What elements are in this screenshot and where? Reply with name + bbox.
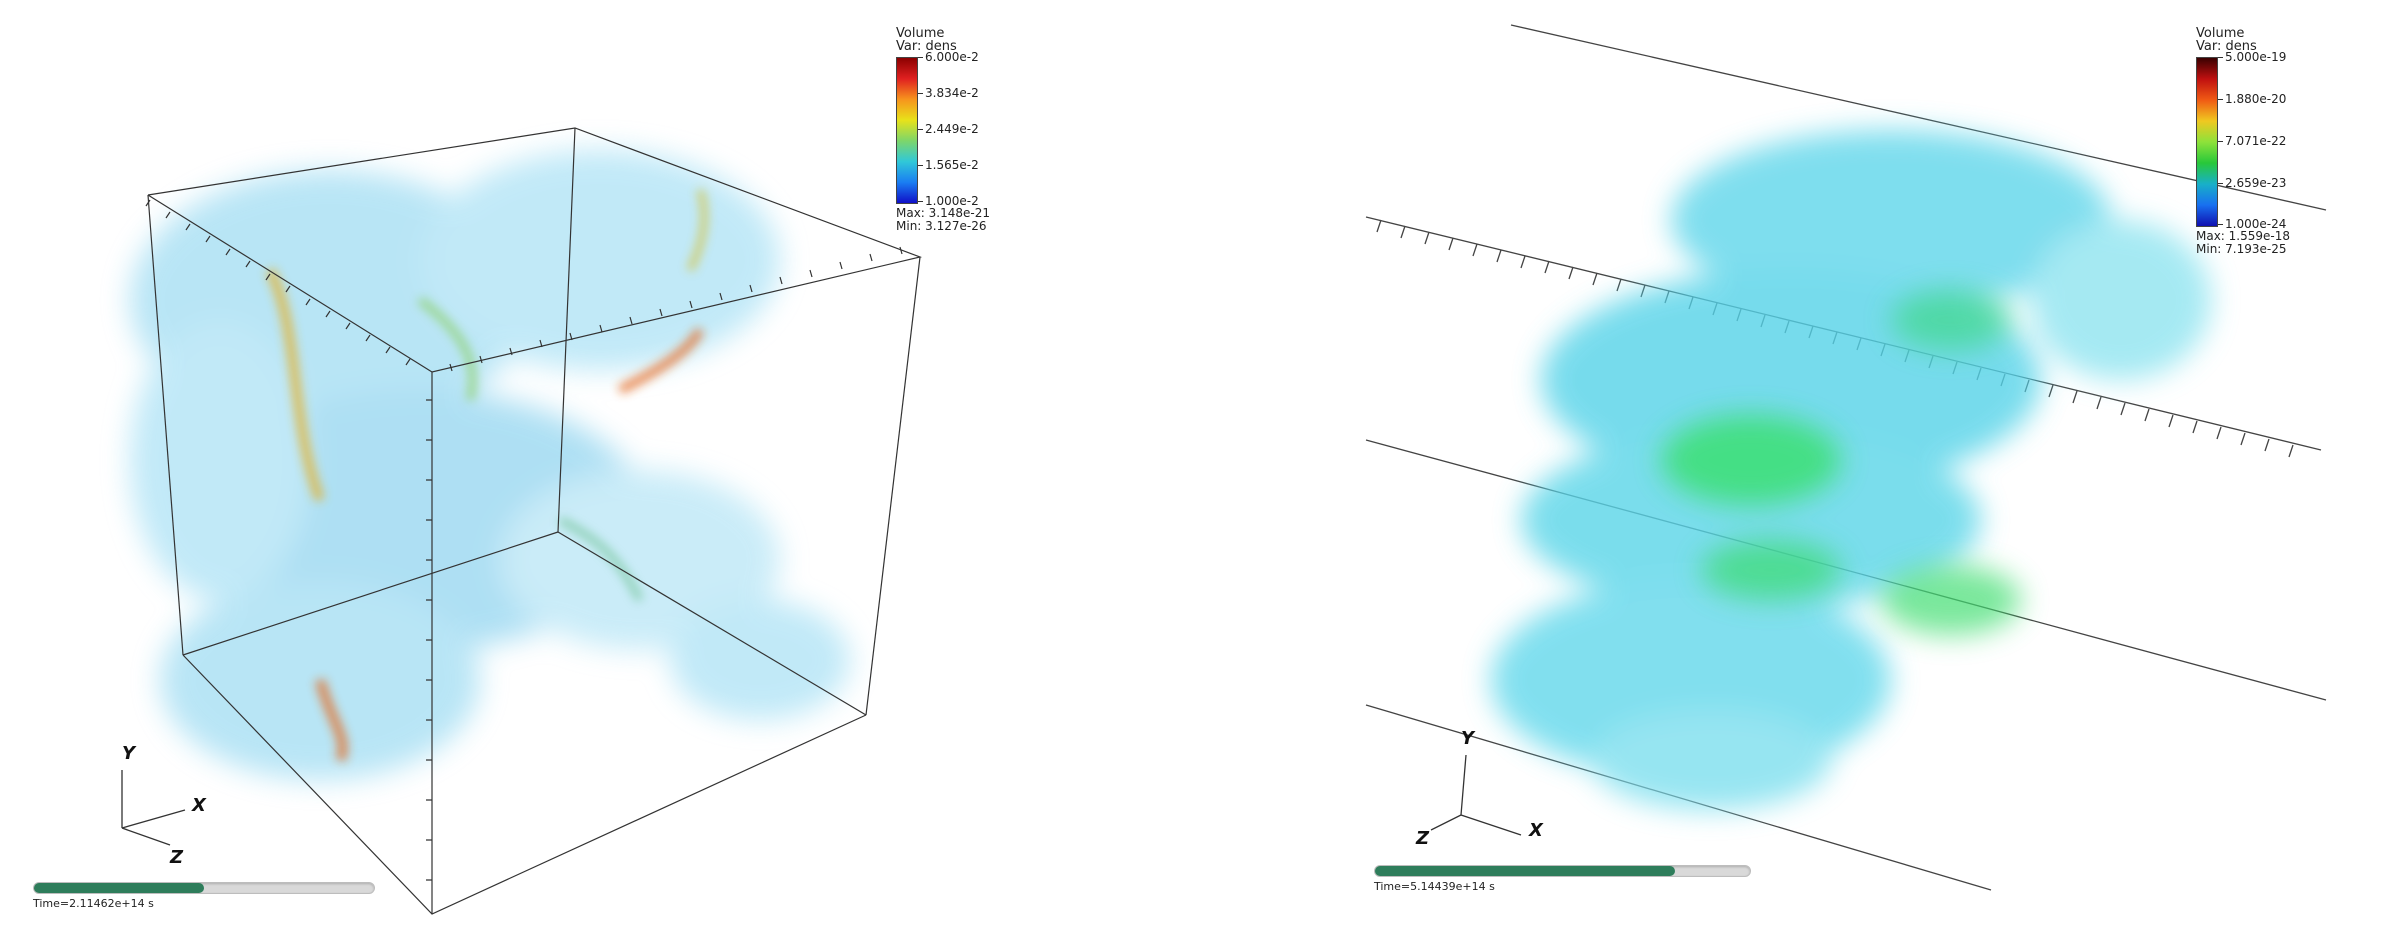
- right-volume-render: [1365, 24, 2327, 891]
- time-progress-bar: [1374, 865, 1751, 877]
- axis-label-y: Y: [1461, 728, 1475, 749]
- right-color-legend: Volume Var: dens 5.000e-19 1.880e-20 7.0…: [2196, 27, 2326, 267]
- time-progress-bar: [33, 882, 375, 894]
- density-cloud: [130, 150, 850, 780]
- left-color-legend: Volume Var: dens 6.000e-2 3.834e-2 2.449…: [896, 26, 1006, 232]
- legend-title: Volume: [2196, 26, 2245, 41]
- legend-max: Max: 3.148e-21: [896, 206, 991, 220]
- axis-label-y: Y: [122, 743, 136, 764]
- legend-variable: Var: dens: [2196, 39, 2257, 54]
- colorbar: [896, 57, 918, 204]
- legend-min: Min: 7.193e-25: [2196, 242, 2287, 256]
- bounding-box: [145, 127, 923, 915]
- legend-tick-2: 1.880e-20: [2217, 92, 2287, 106]
- legend-tick-5: 1.000e-2: [918, 194, 979, 208]
- axis-triad: [1430, 754, 1522, 836]
- legend-tick-2: 3.834e-2: [918, 86, 979, 100]
- axis-label-x: X: [1529, 820, 1543, 841]
- legend-variable: Var: dens: [896, 39, 957, 54]
- axis-label-z: Z: [170, 847, 184, 868]
- left-visualization: Volume Var: dens 6.000e-2 3.834e-2 2.449…: [33, 26, 1006, 915]
- legend-tick-5: 1.000e-24: [2217, 217, 2287, 231]
- legend-min: Min: 3.127e-26: [896, 219, 987, 233]
- time-label: Time=5.14439e+14 s: [1374, 880, 1495, 893]
- legend-tick-3: 2.449e-2: [918, 122, 979, 136]
- legend-tick-3: 7.071e-22: [2217, 134, 2287, 148]
- axis-label-z: Z: [1416, 828, 1430, 849]
- legend-tick-1: 6.000e-2: [918, 50, 979, 64]
- time-label: Time=2.11462e+14 s: [33, 897, 154, 910]
- right-visualization: Volume Var: dens 5.000e-19 1.880e-20 7.0…: [1191, 0, 2382, 939]
- legend-tick-4: 1.565e-2: [918, 158, 979, 172]
- density-cloud: [1491, 130, 2211, 810]
- time-progress-fill: [1375, 866, 1675, 876]
- legend-max: Max: 1.559e-18: [2196, 229, 2291, 243]
- legend-tick-4: 2.659e-23: [2217, 176, 2287, 190]
- dense-regions: [1661, 290, 2021, 635]
- axis-label-x: X: [192, 795, 206, 816]
- legend-tick-1: 5.000e-19: [2217, 50, 2287, 64]
- density-filaments: [265, 188, 708, 763]
- axis-triad: [121, 770, 186, 846]
- time-progress-fill: [34, 883, 204, 893]
- left-volume-render: [121, 127, 923, 915]
- colorbar: [2196, 57, 2218, 227]
- legend-title: Volume: [896, 26, 945, 41]
